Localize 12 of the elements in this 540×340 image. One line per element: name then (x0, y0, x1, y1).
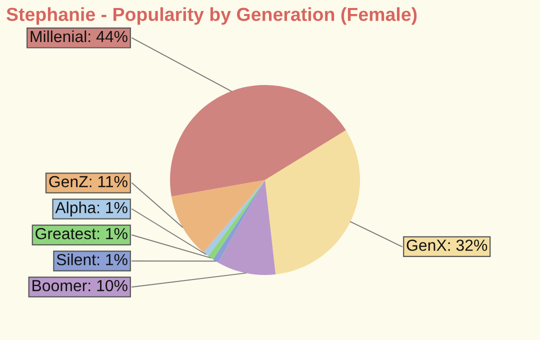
pie-slice (218, 180, 276, 275)
slice-label: GenZ: 11% (49, 176, 128, 188)
slice-label: Boomer: 10% (32, 280, 128, 292)
pie-slice (170, 85, 346, 196)
slice-label: GenX: 32% (406, 240, 488, 251)
slice-label: Silent: 1% (56, 254, 128, 266)
pie-slice (265, 130, 360, 274)
slice-label: Millenial: 44% (30, 30, 128, 42)
pie-slice (171, 180, 265, 252)
slice-label: Alpha: 1% (55, 202, 128, 216)
slice-label: Greatest: 1% (36, 228, 128, 240)
chart-title: Stephanie - Popularity by Generation (Female) (6, 7, 417, 25)
